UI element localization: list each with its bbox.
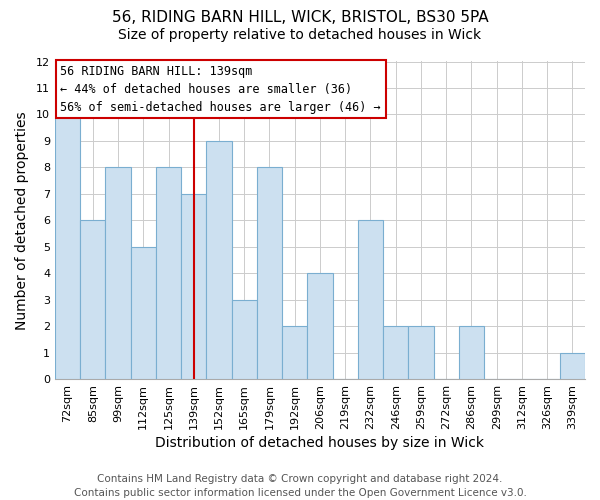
X-axis label: Distribution of detached houses by size in Wick: Distribution of detached houses by size … [155, 436, 484, 450]
Bar [156, 168, 181, 379]
Bar [282, 326, 307, 379]
Text: Size of property relative to detached houses in Wick: Size of property relative to detached ho… [118, 28, 482, 42]
Bar [106, 168, 131, 379]
Bar [383, 326, 409, 379]
Text: Contains HM Land Registry data © Crown copyright and database right 2024.
Contai: Contains HM Land Registry data © Crown c… [74, 474, 526, 498]
Bar [307, 273, 332, 379]
Bar [181, 194, 206, 379]
Bar [55, 114, 80, 379]
Bar [232, 300, 257, 379]
Bar [257, 168, 282, 379]
Text: 56 RIDING BARN HILL: 139sqm
← 44% of detached houses are smaller (36)
56% of sem: 56 RIDING BARN HILL: 139sqm ← 44% of det… [60, 64, 381, 114]
Bar [459, 326, 484, 379]
Bar [560, 352, 585, 379]
Text: 56, RIDING BARN HILL, WICK, BRISTOL, BS30 5PA: 56, RIDING BARN HILL, WICK, BRISTOL, BS3… [112, 10, 488, 25]
Bar [206, 141, 232, 379]
Y-axis label: Number of detached properties: Number of detached properties [15, 111, 29, 330]
Bar [409, 326, 434, 379]
Bar [131, 246, 156, 379]
Bar [358, 220, 383, 379]
Bar [80, 220, 106, 379]
